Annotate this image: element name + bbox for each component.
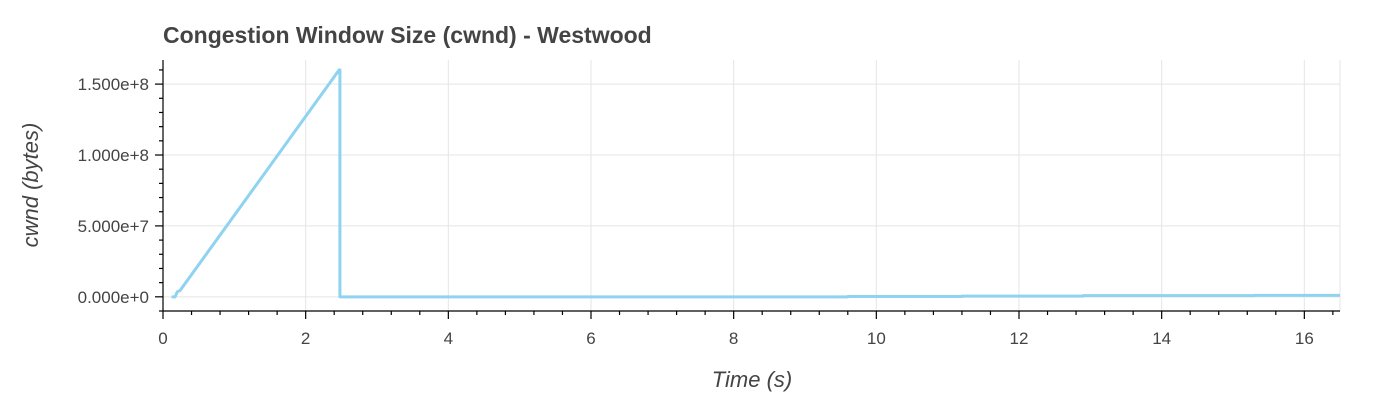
x-tick-label: 6 — [586, 329, 595, 348]
y-tick-label: 0.000e+0 — [78, 288, 149, 307]
y-tick-label: 5.000e+7 — [78, 217, 149, 236]
x-tick-label: 4 — [444, 329, 453, 348]
x-tick-label: 0 — [158, 329, 167, 348]
y-axis-label: cwnd (bytes) — [18, 123, 43, 248]
x-tick-label: 12 — [1010, 329, 1029, 348]
ticks: 0 2 4 6 8 10 12 14 16 0.000e+0 5.000e+7 1.000e+8 1.5… — [78, 69, 1334, 348]
x-tick-label: 8 — [729, 329, 738, 348]
x-tick-label: 14 — [1152, 329, 1171, 348]
x-tick-label: 10 — [867, 329, 886, 348]
series-layer — [171, 68, 1340, 299]
x-axis-label: Time (s) — [712, 367, 792, 392]
x-tick-label: 16 — [1295, 329, 1314, 348]
y-tick-label: 1.500e+8 — [78, 75, 149, 94]
y-tick-label: 1.000e+8 — [78, 146, 149, 165]
x-tick-label: 2 — [301, 329, 310, 348]
series-line — [171, 68, 1340, 299]
chart-title: Congestion Window Size (cwnd) - Westwood — [163, 22, 652, 48]
axes — [162, 60, 1340, 312]
